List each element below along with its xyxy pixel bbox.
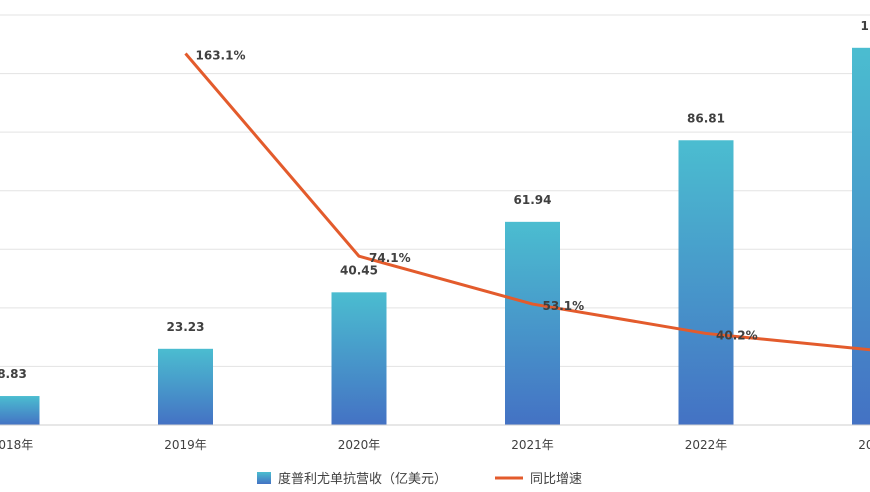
bar <box>158 348 213 425</box>
line-data-label: 40.2% <box>716 328 758 342</box>
legend: 度普利尤单抗营收（亿美元） 同比增速 <box>257 471 582 487</box>
line-data-label: 53.1% <box>543 299 585 313</box>
x-tick-label: 2021年 <box>511 438 554 452</box>
x-tick-label: 2020年 <box>338 438 381 452</box>
bar-data-label: 8.83 <box>0 367 27 381</box>
x-axis: 2018年 2019年 2020年 2021年 2022年 2023年 <box>0 424 870 452</box>
legend-bar-label: 度普利尤单抗营收（亿美元） <box>278 471 447 487</box>
x-tick-label: 2019年 <box>164 438 207 452</box>
legend-bar-swatch <box>257 472 271 484</box>
x-tick-label: 2023年 <box>858 438 870 452</box>
bar <box>678 140 734 426</box>
bar-data-label: 23.23 <box>167 320 205 334</box>
line-data-label: 74.1% <box>369 251 411 265</box>
bar <box>505 221 560 425</box>
bar <box>0 396 40 425</box>
bar-data-label: 86.81 <box>687 111 725 125</box>
bar-data-label: 115.0 <box>861 19 870 33</box>
bar <box>852 47 870 426</box>
bar-series: 8.83 23.23 40.45 61.94 86.81 115.0 <box>0 19 870 426</box>
x-tick-label: 2018年 <box>0 438 33 452</box>
growth-line <box>184 52 870 352</box>
legend-line-label: 同比增速 <box>530 472 582 487</box>
bar-data-label: 61.94 <box>514 193 552 207</box>
bar <box>331 292 387 425</box>
bar-data-label: 40.45 <box>340 263 378 277</box>
line-data-label: 163.1% <box>196 48 246 62</box>
gridlines <box>0 14 870 367</box>
x-tick-label: 2022年 <box>685 438 728 452</box>
growth-line-series: 163.1% 74.1% 53.1% 40.2% <box>184 48 870 352</box>
